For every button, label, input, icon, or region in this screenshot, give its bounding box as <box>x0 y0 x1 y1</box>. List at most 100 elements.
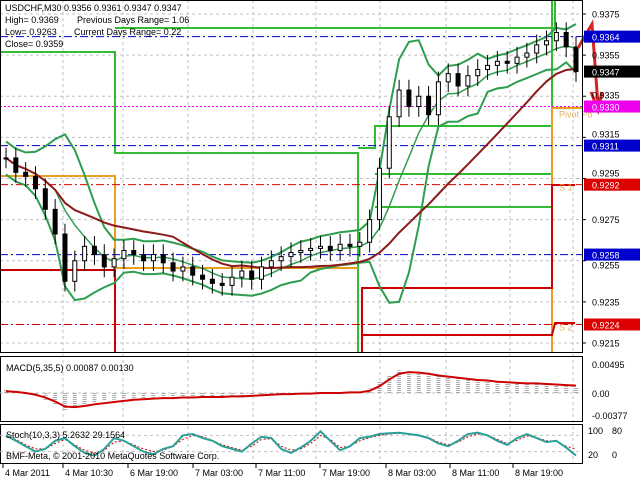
candle-body <box>386 116 392 169</box>
candle-body <box>23 171 29 177</box>
candle-body <box>406 89 412 108</box>
level-text-pivotpo: Pivot Po <box>559 110 593 120</box>
symbol-ohlc: USDCHF,M30 0.9356 0.9361 0.9347 0.9347 <box>5 3 182 13</box>
stoch-tick-label: 80 <box>612 426 622 436</box>
price-tick-label: 0.9315 <box>592 130 620 140</box>
candle-body <box>317 245 323 249</box>
price-label: 0.9224 <box>592 320 620 330</box>
stoch-tick-label: 0 <box>612 450 617 460</box>
candle-body <box>376 167 382 221</box>
time-tick-label: 7 Mar 03:00 <box>195 468 243 478</box>
candle-body <box>563 32 569 48</box>
day-range-line <box>0 269 116 352</box>
price-label-bg <box>584 248 640 261</box>
candle-body <box>52 208 58 235</box>
candle-body <box>121 249 127 260</box>
price-label: 0.9347 <box>592 68 620 78</box>
candle-body <box>62 233 68 282</box>
price-label-bg <box>584 178 640 191</box>
day-range-line <box>358 0 553 149</box>
macd-title: MACD(5,35,5) 0.00087 0.00130 <box>6 363 134 373</box>
panel-frames <box>0 0 583 464</box>
time-tick-label: 7 Mar 19:00 <box>322 468 370 478</box>
price-label: 0.9330 <box>592 103 620 113</box>
day-range-line <box>551 107 582 352</box>
candle-body <box>91 245 97 256</box>
candle-body <box>239 270 245 278</box>
macd-tick-label: -0.00377 <box>592 411 628 421</box>
stoch-tick-label: 100 <box>588 426 603 436</box>
bollinger-lower <box>5 60 577 304</box>
candle-body <box>435 81 441 116</box>
price-tick-label: 0.9255 <box>592 261 620 271</box>
time-tick-label: 8 Mar 03:00 <box>388 468 436 478</box>
candle-body <box>465 75 471 87</box>
price-tick-label: 0.9335 <box>592 91 620 101</box>
candle-body <box>180 266 186 272</box>
candle-body <box>553 32 559 42</box>
candle-body <box>219 282 225 286</box>
copyright: BMF-Meta, © 2001-2010 MetaQuotes Softwar… <box>6 451 219 461</box>
candle-body <box>82 245 88 262</box>
price-label: 0.9258 <box>592 251 620 261</box>
candle-body <box>209 278 215 284</box>
macd-signal-line <box>5 371 577 409</box>
candle-body <box>141 254 147 262</box>
time-tick-label: 4 Mar 2011 <box>5 468 50 478</box>
candlesticks <box>3 22 579 296</box>
candle-body <box>160 254 166 264</box>
candle-body <box>278 256 284 262</box>
high-label: High= 0.9369 <box>5 15 59 25</box>
price-label-bg <box>584 318 640 331</box>
candle-body <box>101 254 107 268</box>
candle-body <box>416 95 422 108</box>
candle-body <box>190 266 196 276</box>
macd-tick-label: 0.00 <box>592 389 610 399</box>
candle-body <box>494 60 500 66</box>
time-tick-label: 8 Mar 11:00 <box>452 468 499 478</box>
bollinger-upper <box>5 23 577 264</box>
day-range-line <box>361 322 575 352</box>
price-tick-label: 0.9275 <box>592 215 620 225</box>
stochastic-panel: 100 80 20 0 <box>0 426 622 460</box>
candle-body <box>259 266 265 280</box>
level-text-s1: S 1 <box>559 183 573 193</box>
candle-body <box>13 157 19 173</box>
low-label: Low= 0.9263 <box>5 27 57 37</box>
price-tick-label: 0.9375 <box>592 10 620 20</box>
candle-body <box>308 247 314 251</box>
candle-body <box>170 262 176 272</box>
candle-body <box>573 46 579 73</box>
current-days-range: Current Days Range= 0.22 <box>74 27 181 37</box>
price-label-bg <box>584 139 640 152</box>
macd-panel: 0.00495 0.00 -0.00377 <box>0 360 628 421</box>
candle-body <box>3 157 9 160</box>
candle-body <box>475 69 481 77</box>
time-tick-label: 7 Mar 11:00 <box>258 468 305 478</box>
time-tick-label: 4 Mar 10:30 <box>65 468 113 478</box>
time-axis: 4 Mar 2011 4 Mar 10:30 6 Mar 19:00 7 Mar 03… <box>2 463 563 478</box>
candle-body <box>396 89 402 118</box>
candle-body <box>455 73 461 87</box>
candle-body <box>337 243 343 251</box>
candle-body <box>524 52 530 58</box>
candle-body <box>544 40 550 46</box>
candle-body <box>72 260 78 282</box>
candle-body <box>111 258 117 268</box>
candle-body <box>131 249 137 256</box>
stoch-main-line <box>5 429 577 457</box>
day-range-line <box>0 175 358 269</box>
price-axis: 0.9375 0.9355 0.9335 0.9315 0.9295 0.9275 0.92… <box>582 10 640 348</box>
candle-body <box>229 276 235 286</box>
price-tick-label: 0.9215 <box>592 338 620 348</box>
candle-body <box>32 175 38 190</box>
price-tick-label: 0.9355 <box>592 51 620 61</box>
price-label: 0.9364 <box>592 33 620 43</box>
candle-body <box>534 44 540 54</box>
time-tick-label: 8 Mar 19:00 <box>515 468 563 478</box>
day-range-line <box>361 184 575 352</box>
candle-body <box>514 56 520 64</box>
price-label-bg <box>584 30 640 43</box>
time-tick-label: 6 Mar 19:00 <box>130 468 178 478</box>
